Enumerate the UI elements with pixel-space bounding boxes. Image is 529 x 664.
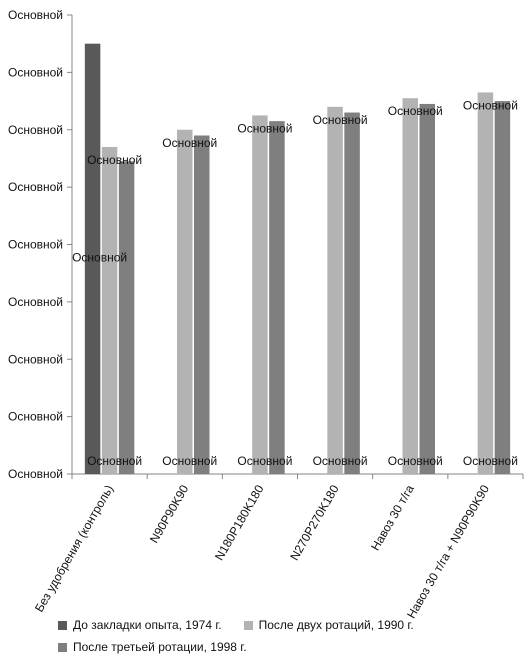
bar [101,146,118,474]
bar [177,129,193,474]
data-label: Основной [313,113,368,127]
y-tick-label: Основной [8,8,63,22]
y-tick-label: Основной [8,238,63,252]
bar [419,103,435,475]
legend-swatch-1974 [58,620,67,630]
legend-row-2: После третьей ротации, 1998 г. [58,636,528,658]
bar [252,115,268,474]
legend-swatch-1998 [58,642,67,652]
data-label: Основной [463,454,518,468]
bar [494,101,511,474]
legend-row-1: До закладки опыта, 1974 г. После двух ро… [58,614,528,636]
legend-item-1990: После двух ротаций, 1990 г. [243,618,414,632]
bar [194,135,210,475]
legend-item-1974: До закладки опыта, 1974 г. [58,618,222,632]
bar [84,43,101,474]
x-category-label: N90P90K90 [147,482,192,545]
legend-label-1974: До закладки опыта, 1974 г. [73,618,222,632]
x-category-label: N270P270K180 [287,482,342,563]
data-label: Основной [72,251,127,265]
bar [269,121,285,475]
data-label: Основной [237,121,292,135]
y-tick-label: Основной [8,123,63,137]
legend-label-1990: После двух ротаций, 1990 г. [258,618,414,632]
data-label: Основной [388,454,443,468]
data-label: Основной [388,104,443,118]
data-label: Основной [87,454,142,468]
y-tick-label: Основной [8,65,63,79]
bar [344,112,360,474]
bar [118,161,135,474]
legend-swatch-1990 [243,620,253,630]
y-tick-label: Основной [8,467,63,481]
data-label: Основной [87,153,142,167]
y-tick-label: Основной [8,180,63,194]
x-category-label: Навоз 30 т/га [368,482,417,553]
legend-label-1998: После третьей ротации, 1998 г. [73,640,247,654]
bar [327,106,343,475]
y-tick-label: Основной [8,352,63,366]
bar [402,98,418,474]
data-label: Основной [162,454,217,468]
data-label: Основной [463,98,518,112]
x-category-label: Без удобрения (контроль) [32,483,116,615]
legend-item-1998: После третьей ротации, 1998 г. [58,640,247,654]
bar [477,92,494,475]
x-category-label: Навоз 30 т/га + N90P90K90 [404,482,492,621]
y-tick-label: Основной [8,295,63,309]
y-tick-label: Основной [8,410,63,424]
x-category-label: N180P180K180 [212,482,267,563]
data-label: Основной [313,454,368,468]
data-label: Основной [237,454,292,468]
data-label: Основной [162,136,217,150]
chart-legend: До закладки опыта, 1974 г. После двух ро… [58,614,528,658]
